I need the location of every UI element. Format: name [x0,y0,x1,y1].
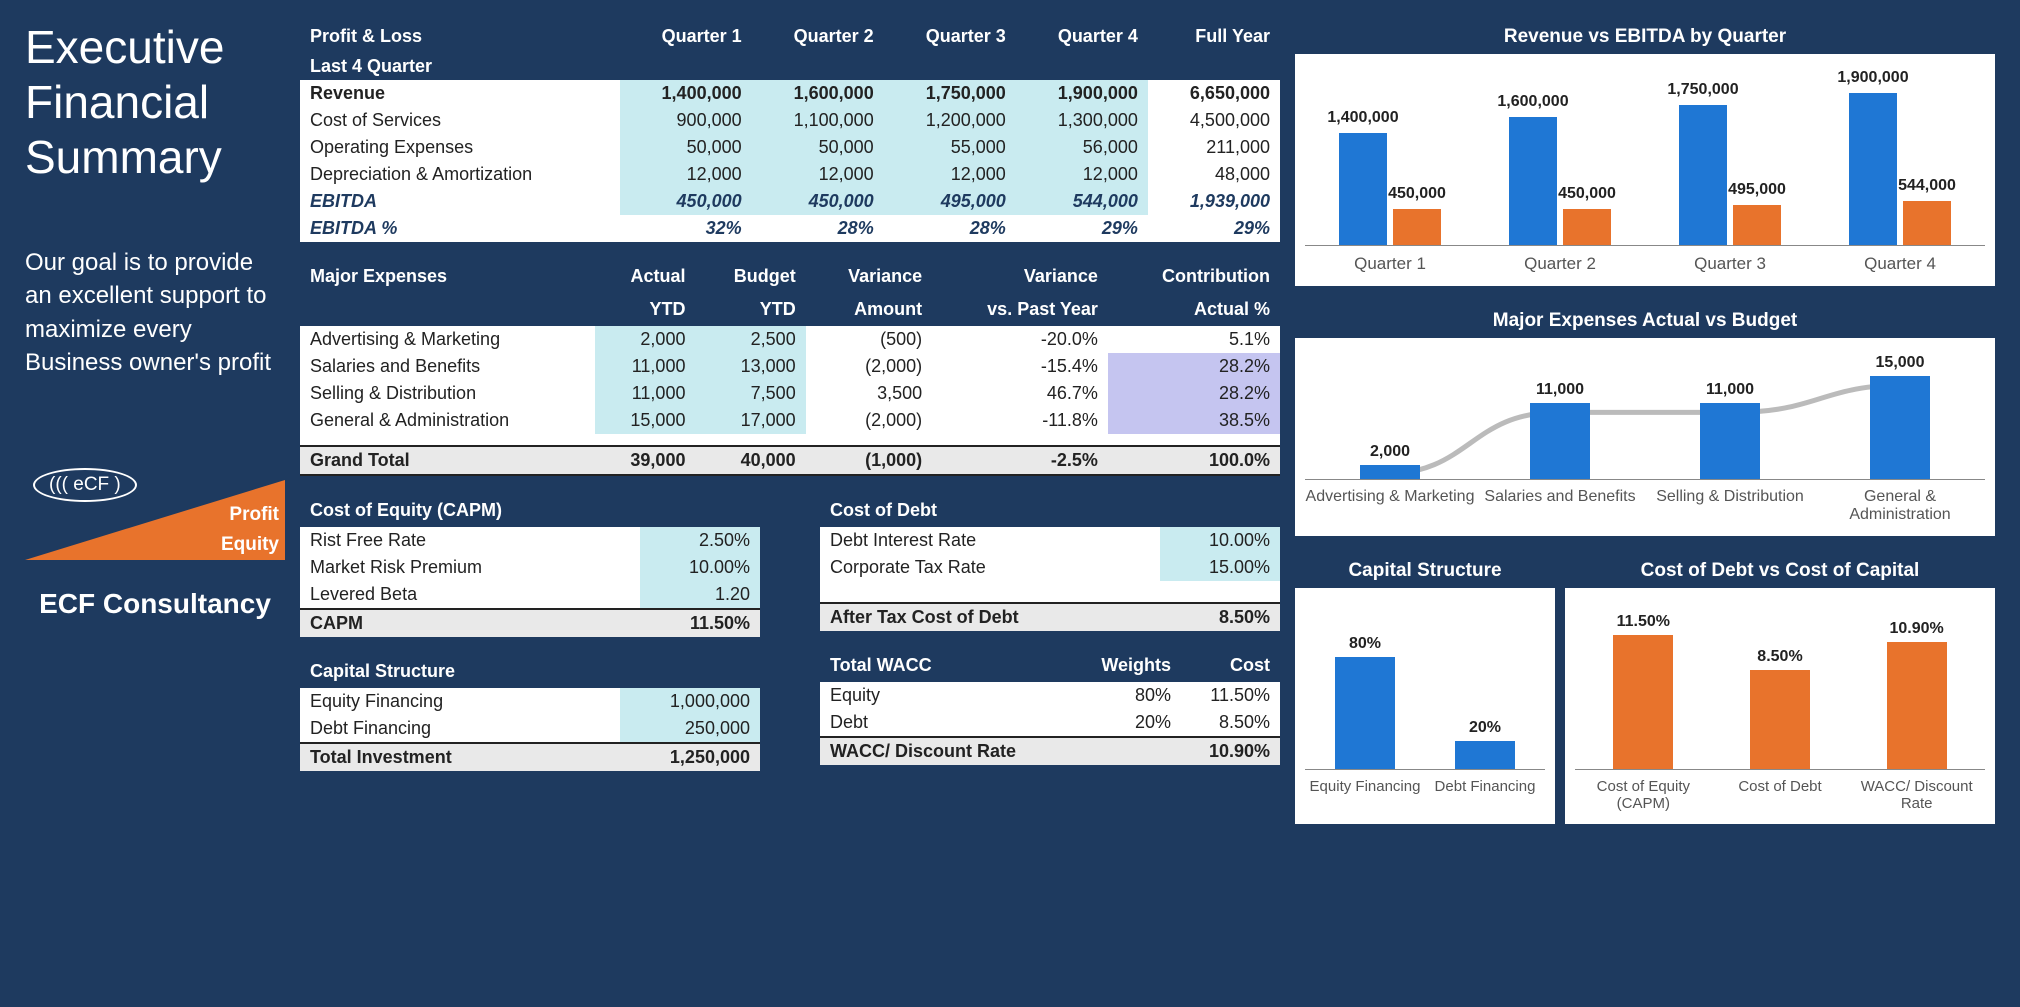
table-row: Revenue1,400,0001,600,0001,750,0001,900,… [300,80,1280,107]
bar: 2,000 [1360,465,1420,479]
table-row: Corporate Tax Rate15.00% [820,554,1280,581]
wacc-table: Total WACC Weights Cost Equity80%11.50%D… [820,649,1280,765]
table-row: Debt Financing250,000 [300,715,760,743]
table-row: Rist Free Rate2.50% [300,527,760,554]
table-row: Cost of Services900,0001,100,0001,200,00… [300,107,1280,134]
table-row: Market Risk Premium10.00% [300,554,760,581]
bar: 10.90% [1887,642,1947,769]
ecf-badge: ((( eCF ) [33,468,137,502]
table-row: Operating Expenses50,00050,00055,00056,0… [300,134,1280,161]
table-row: Equity80%11.50% [820,682,1280,709]
bar-group: 1,400,000 450,000 [1339,133,1441,245]
chart-revenue-ebitda: Revenue vs EBITDA by Quarter 1,400,000 4… [1295,20,1995,286]
table-row: Debt Interest Rate10.00% [820,527,1280,554]
bar: 11.50% [1613,635,1673,769]
page-title: Executive Financial Summary [25,20,285,186]
chart-cost-capital: Cost of Debt vs Cost of Capital 11.50%8.… [1565,554,1995,824]
table-row: Depreciation & Amortization12,00012,0001… [300,161,1280,188]
bar-group: 1,750,000 495,000 [1679,105,1781,245]
bar: 8.50% [1750,670,1810,769]
expenses-table: Major Expenses Actual Budget Variance Va… [300,260,1280,476]
pl-title: Profit & Loss [300,20,620,53]
capm-table: Cost of Equity (CAPM) Rist Free Rate2.50… [300,494,760,637]
page-subtitle: Our goal is to provide an excellent supp… [25,246,285,380]
equity-label: Equity [221,534,279,556]
logo-region: ((( eCF ) Profit Equity [25,450,285,560]
capstruct-table: Capital Structure Equity Financing1,000,… [300,655,760,771]
bar: 20% [1455,741,1515,769]
table-row: Selling & Distribution 11,000 7,500 3,50… [300,380,1280,407]
bar: 11,000 [1530,403,1590,479]
chart-expenses: Major Expenses Actual vs Budget 2,00011,… [1295,304,1995,536]
table-row: General & Administration 15,000 17,000 (… [300,407,1280,434]
table-row: Equity Financing1,000,000 [300,688,760,715]
table-row: Levered Beta1.20 [300,581,760,609]
bar: 11,000 [1700,403,1760,479]
table-row: Debt20%8.50% [820,709,1280,737]
debtcost-table: Cost of Debt Debt Interest Rate10.00%Cor… [820,494,1280,631]
bar: 15,000 [1870,376,1930,479]
sidebar: Executive Financial Summary Our goal is … [25,20,285,987]
bar-group: 1,600,000 450,000 [1509,117,1611,245]
chart-capital-structure: Capital Structure 80%20% Equity Financin… [1295,554,1555,824]
profit-label: Profit [229,504,279,526]
profit-loss-table: Profit & Loss Quarter 1 Quarter 2 Quarte… [300,20,1280,242]
bar-group: 1,900,000 544,000 [1849,93,1951,245]
table-row: Advertising & Marketing 2,000 2,500 (500… [300,326,1280,353]
table-row: Salaries and Benefits 11,000 13,000 (2,0… [300,353,1280,380]
brand-name: ECF Consultancy [25,578,285,630]
bar: 80% [1335,657,1395,769]
